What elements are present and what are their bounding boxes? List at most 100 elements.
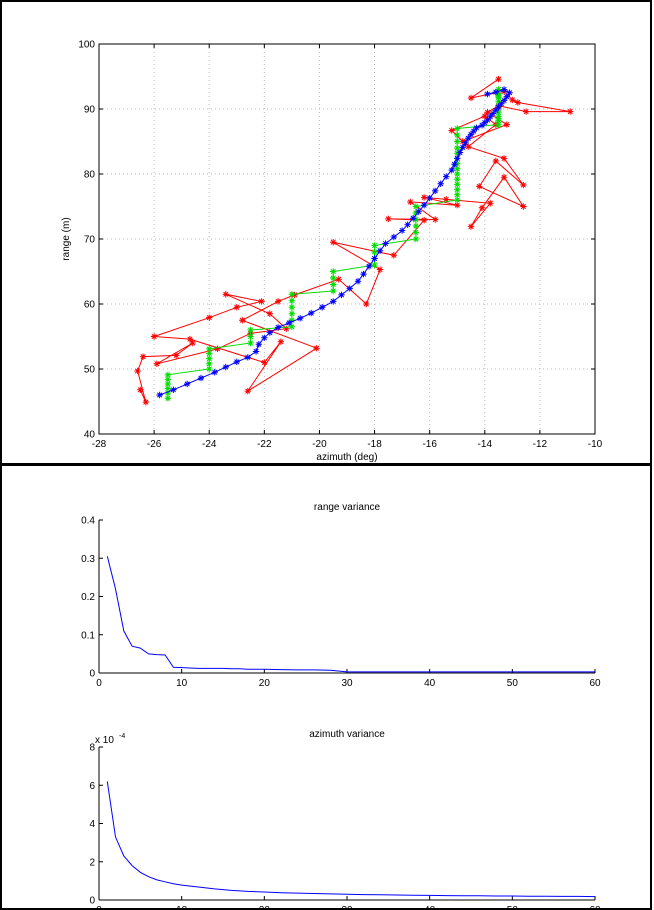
- data-point-marker: [520, 181, 527, 189]
- data-point-marker: [288, 317, 296, 324]
- data-point-marker: [484, 116, 491, 124]
- data-point-marker: [330, 268, 337, 275]
- y-tick-label: 70: [84, 235, 96, 246]
- data-point-marker: [288, 304, 296, 311]
- data-point-marker: [222, 291, 229, 298]
- series-2: [156, 86, 513, 399]
- data-point-marker: [465, 135, 472, 142]
- data-point-marker: [478, 204, 486, 211]
- data-point-marker: [454, 170, 461, 178]
- data-point-marker: [156, 391, 163, 399]
- data-point-marker: [365, 263, 373, 270]
- x-tick-label: -14: [478, 439, 493, 450]
- data-point-marker: [495, 75, 502, 83]
- x-tick-label: -22: [257, 439, 272, 450]
- data-point-marker: [407, 198, 414, 206]
- data-point-marker: [459, 138, 466, 145]
- data-point-marker: [319, 304, 326, 311]
- data-point-marker: [206, 360, 213, 367]
- data-point-marker: [206, 345, 213, 353]
- data-point-marker: [454, 144, 461, 152]
- data-point-marker: [448, 127, 455, 134]
- data-point-marker: [164, 380, 172, 388]
- data-point-marker: [376, 247, 384, 254]
- data-point-marker: [137, 386, 144, 393]
- data-point-marker: [139, 353, 147, 360]
- data-point-marker: [465, 143, 472, 150]
- series-0: [134, 75, 574, 406]
- data-point-marker: [454, 191, 461, 198]
- data-point-marker: [134, 367, 141, 375]
- y-tick-label: 0: [89, 669, 95, 680]
- chart-2: 0 10 20 30 40 50 60 0 2 4 6 8x 10 -4 azimuth variance: [89, 729, 601, 908]
- data-point-marker: [454, 196, 461, 204]
- data-point-marker: [492, 107, 499, 114]
- y-tick-label: 100: [78, 40, 95, 51]
- x-tick-label: 50: [507, 905, 519, 908]
- data-point-marker: [247, 333, 254, 340]
- x-tick-label: 20: [259, 905, 271, 908]
- data-point-marker: [454, 181, 461, 188]
- data-point-marker: [454, 131, 461, 139]
- data-point-marker: [142, 398, 150, 406]
- data-point-marker: [454, 176, 461, 183]
- data-point-marker: [495, 92, 502, 100]
- data-point-marker: [456, 149, 464, 156]
- data-point-marker: [492, 157, 499, 165]
- chart-0: -28 -26 -24 -22 -20 -18 -16 -14 -12 -10 40 50 60 70 80…: [61, 40, 603, 464]
- data-point-marker: [500, 174, 508, 181]
- y-tick-label: 0.1: [81, 630, 95, 641]
- data-point-marker: [153, 360, 161, 367]
- x-tick-label: -24: [202, 439, 217, 450]
- data-point-marker: [266, 310, 274, 317]
- data-point-marker: [170, 386, 177, 393]
- data-point-marker: [567, 108, 574, 115]
- x-tick-label: 10: [176, 905, 188, 908]
- data-point-marker: [266, 329, 274, 336]
- data-point-marker: [214, 345, 221, 353]
- data-point-marker: [150, 333, 158, 340]
- data-point-marker: [288, 291, 296, 298]
- data-point-marker: [412, 229, 420, 236]
- y-tick-label: 0: [89, 896, 95, 907]
- data-point-marker: [164, 371, 172, 379]
- x-axis-label: azimuth (deg): [316, 452, 377, 463]
- x-tick-label: -26: [147, 439, 162, 450]
- data-point-marker: [371, 242, 378, 249]
- data-point-marker: [487, 200, 494, 207]
- data-point-marker: [222, 363, 229, 371]
- data-point-marker: [354, 278, 362, 285]
- data-point-marker: [412, 203, 420, 210]
- series-0: [106, 556, 595, 673]
- x-tick-label: 50: [507, 678, 519, 689]
- data-point-marker: [478, 122, 486, 129]
- data-point-marker: [443, 196, 450, 203]
- x-tick-label: 0: [96, 678, 102, 689]
- x-tick-label: 60: [589, 678, 601, 689]
- series-line: [106, 556, 595, 673]
- y-multiplier-exponent: -4: [119, 733, 125, 740]
- data-point-marker: [233, 358, 240, 366]
- y-multiplier-label: x 10: [95, 735, 114, 746]
- data-point-marker: [288, 310, 296, 317]
- data-point-marker: [258, 298, 265, 305]
- y-tick-label: 0.4: [81, 516, 95, 527]
- data-point-marker: [437, 180, 444, 187]
- data-point-marker: [404, 221, 411, 228]
- data-point-marker: [412, 216, 420, 223]
- data-point-marker: [296, 315, 304, 322]
- data-point-marker: [247, 326, 254, 334]
- data-point-marker: [487, 113, 494, 120]
- data-point-marker: [495, 86, 502, 93]
- data-point-marker: [481, 112, 488, 120]
- data-point-marker: [261, 359, 268, 366]
- data-point-marker: [409, 215, 417, 222]
- data-point-marker: [338, 291, 345, 299]
- series-line: [137, 78, 571, 403]
- data-point-marker: [415, 208, 422, 215]
- y-tick-label: 60: [84, 300, 96, 311]
- data-point-marker: [451, 161, 458, 168]
- data-point-marker: [454, 138, 461, 145]
- data-point-marker: [476, 183, 483, 190]
